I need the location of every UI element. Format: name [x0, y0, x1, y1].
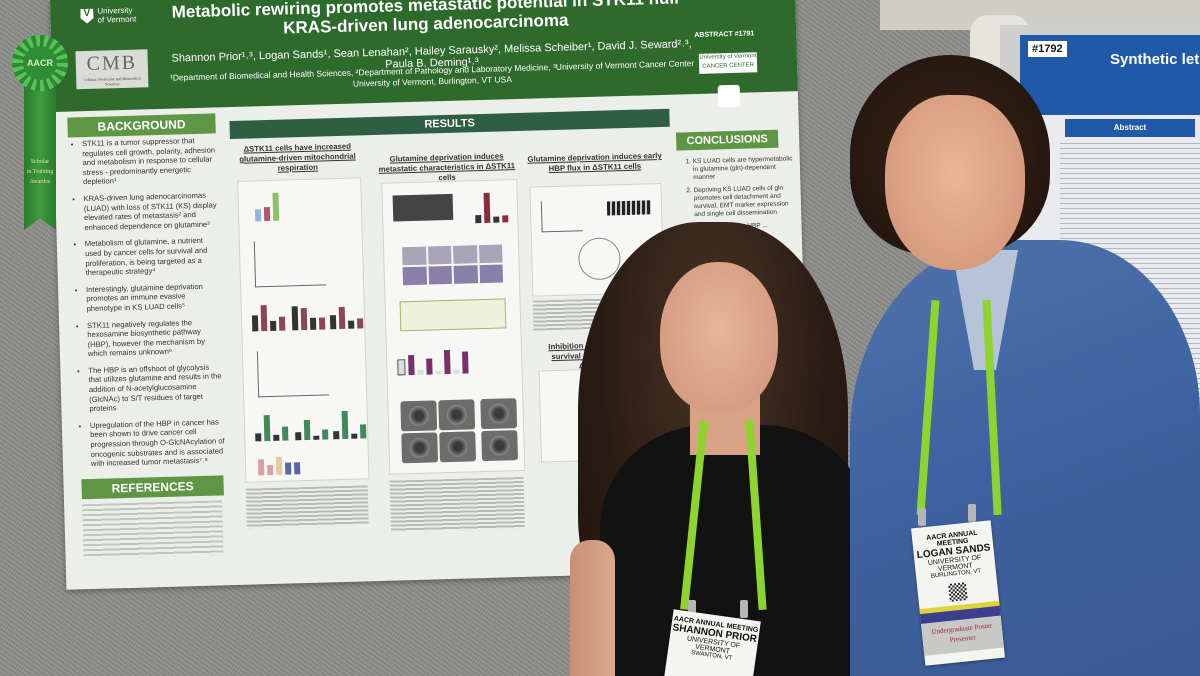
ribbon-text-line: Awardee [29, 179, 51, 185]
background-bullet: Metabolism of glutamine, a nutrient used… [85, 236, 221, 278]
rosette: AACR [12, 35, 68, 91]
crystal-violet-images [402, 244, 504, 286]
references-heading: REFERENCES [81, 475, 224, 500]
oxygen-consumption-chart [256, 349, 330, 398]
references-text [82, 500, 224, 560]
flux-chart [540, 200, 583, 233]
cmb-logo-text: CMB [86, 51, 138, 75]
name-badge: AACR ANNUAL MEETING LOGAN SANDS UNIVERSI… [911, 520, 1005, 666]
bar-chart [251, 301, 286, 332]
qr-code [948, 582, 968, 602]
spheroid-image [401, 432, 439, 464]
presenter-ribbon: Undergraduate Poster Presenter [921, 615, 1004, 656]
bar-chart [333, 408, 367, 440]
abstract-number: ABSTRACT #1791 [694, 30, 755, 40]
background-bullet: STK11 negatively regulates the hexosamin… [87, 317, 223, 359]
spheroid-image [480, 398, 518, 430]
bar-chart [255, 411, 289, 442]
figure-2-caption [389, 476, 525, 533]
badge-clip [968, 504, 976, 522]
background-list: STK11 is a tumor suppressor that regulat… [68, 135, 226, 476]
bar-chart [295, 409, 329, 441]
conclusion-item: Depriving KS LUAD cells of gln promotes … [693, 184, 794, 219]
background-bullet: STK11 is a tumor suppressor that regulat… [82, 135, 218, 187]
background-bullet: Upregulation of the HBP in cancer has be… [90, 417, 226, 469]
tattooed-arm [570, 540, 615, 676]
background-bullet: The HBP is an offshoot of glycolysis tha… [88, 362, 224, 414]
badge-clip [918, 508, 926, 526]
conclusions-heading: CONCLUSIONS [675, 129, 779, 151]
poster-title: Metabolic rewiring promotes metastatic p… [171, 0, 680, 38]
results-section-title-3: Glutamine deprivation induces early HBP … [527, 150, 662, 174]
timeline-diagram [399, 298, 507, 332]
ribbon-text-line: in Training [26, 169, 54, 175]
neighbor-poster-number: #1792 [1028, 41, 1067, 57]
blue-sweater [850, 240, 1200, 676]
face [660, 262, 778, 412]
figure-2-panel [381, 179, 526, 475]
spheroid-image [481, 430, 519, 462]
bar-chart [397, 345, 469, 376]
background-bullet: Interestingly, glutamine deprivation pro… [86, 281, 222, 314]
results-heading: RESULTS [229, 108, 670, 140]
bar-chart [257, 452, 301, 476]
bar-chart [474, 188, 509, 224]
badge-clip [688, 600, 696, 618]
badge-clip [740, 600, 748, 618]
award-ribbon: Scholar in Training Awardee AACR [12, 35, 68, 230]
neighbor-abstract-heading: Abstract [1065, 119, 1195, 137]
uvm-cancer-center-logo: University of Vermont CANCER CENTER [698, 52, 758, 74]
background-heading: BACKGROUND [67, 113, 216, 138]
rosette-label: AACR [23, 46, 57, 80]
name-badge: AACR ANNUAL MEETING SHANNON PRIOR UNIVER… [663, 609, 761, 676]
ribbon-tail: Scholar in Training Awardee [24, 85, 56, 230]
uvm-logo: V University of Vermont [80, 6, 137, 26]
poster-header: V University of Vermont CMB Cellular, Mo… [50, 0, 798, 112]
bar-chart [291, 299, 326, 331]
seal-icon [717, 84, 741, 108]
background-bullet: KRAS-driven lung adenocarcinomas (LUAD) … [83, 190, 219, 232]
spheroid-image [438, 399, 476, 431]
ribbon-text: Scholar in Training Awardee [24, 157, 56, 187]
neighbor-poster-header: #1792 Synthetic lethal [1020, 35, 1200, 115]
uvm-logo-text: University of Vermont [97, 5, 137, 25]
bar-chart [329, 298, 364, 330]
results-section-title-1: ΔSTK11 cells have increased glutamine-dr… [239, 141, 356, 173]
cmb-logo: CMB Cellular, Molecular and Biomedical S… [75, 49, 149, 90]
figure-1-caption [245, 485, 369, 529]
neighbor-poster-title: Synthetic lethal [1110, 51, 1200, 68]
cmb-logo-subtitle: Cellular, Molecular and Biomedical Scien… [83, 75, 141, 87]
face [885, 95, 1025, 270]
spheroid-image [400, 400, 438, 432]
ribbon-text-line: Scholar [30, 159, 50, 165]
oxygen-consumption-chart [253, 239, 327, 288]
microscopy-image [392, 193, 454, 222]
spheroid-image [439, 431, 477, 463]
bar-chart [254, 191, 280, 222]
uvm-shield-icon: V [80, 8, 93, 23]
figure-1-panel [237, 177, 370, 483]
western-blot [606, 200, 652, 216]
conclusion-item: KS LUAD cells are hypermetabolic in glut… [693, 155, 794, 182]
